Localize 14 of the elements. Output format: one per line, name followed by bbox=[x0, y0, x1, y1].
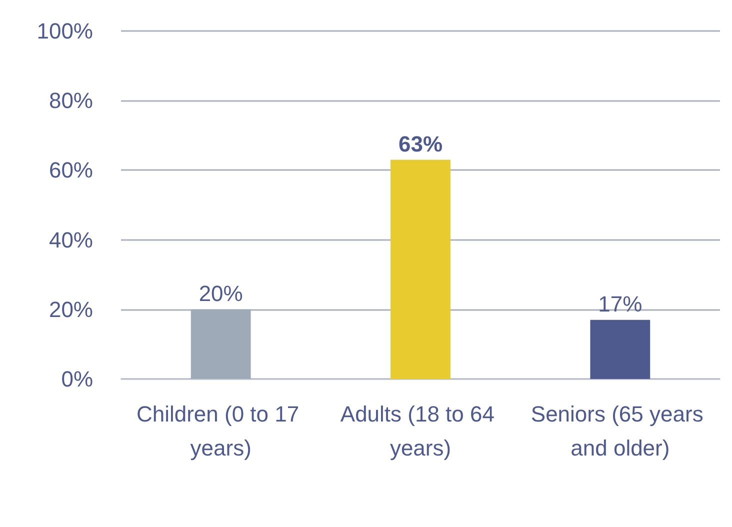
y-tick-label: 100% bbox=[36, 18, 93, 44]
y-tick-label: 20% bbox=[48, 296, 93, 322]
y-tick-label: 60% bbox=[48, 158, 93, 183]
data-label: 20% bbox=[198, 280, 243, 306]
bar bbox=[590, 320, 650, 379]
x-tick-label: Seniors (65 years and older) bbox=[530, 402, 710, 460]
y-tick-label: 40% bbox=[48, 227, 93, 252]
data-label: 17% bbox=[598, 291, 642, 316]
y-tick-label: 0% bbox=[61, 366, 93, 392]
y-tick-label: 80% bbox=[48, 88, 93, 114]
bar bbox=[390, 160, 450, 379]
x-tick-label: Adults (18 to 64 years) bbox=[340, 402, 501, 460]
data-label: 63% bbox=[398, 131, 443, 156]
x-tick-label: Children (0 to 17 years) bbox=[136, 402, 306, 460]
